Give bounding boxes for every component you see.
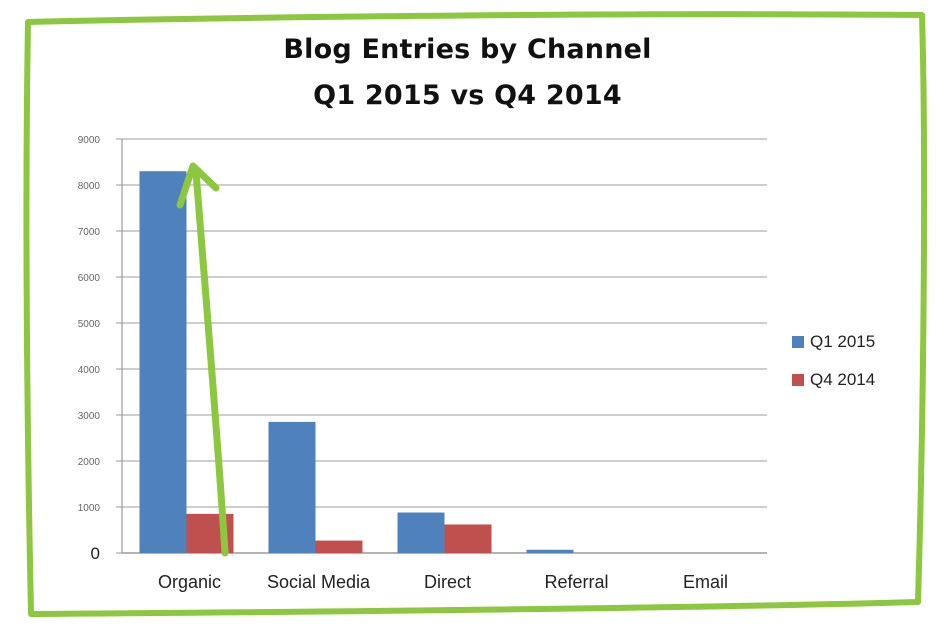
gridlines (116, 138, 767, 554)
x-tick-label: Organic (158, 572, 221, 592)
y-tick-label: 1000 (78, 503, 101, 514)
annotation-arrow (176, 162, 229, 557)
legend-item-q4-2014: Q4 2014 (792, 370, 875, 390)
bar-social-media-q4-2014 (315, 540, 363, 553)
x-tick-label: Social Media (267, 572, 371, 592)
bars (139, 171, 574, 553)
arrow-shaft (192, 168, 229, 557)
chart-title: Blog Entries by Channel (283, 34, 652, 65)
bar-organic-q1-2015 (139, 171, 187, 553)
bar-referral-q1-2015 (526, 549, 574, 553)
y-axis-ticks: 0 1000 2000 3000 4000 5000 6000 7000 8000 9000 (78, 135, 101, 563)
x-tick-label: Referral (544, 572, 608, 592)
arrow-head (176, 162, 220, 209)
y-tick-label: 4000 (78, 365, 101, 376)
x-axis-labels: Organic Social Media Direct Referral Email (158, 572, 728, 592)
frame-border (23, 11, 928, 617)
bar-social-media-q1-2015 (268, 421, 316, 553)
y-tick-label: 3000 (78, 411, 101, 422)
y-tick-label: 9000 (78, 135, 101, 146)
chart-subtitle: Q1 2015 vs Q4 2014 (313, 80, 622, 111)
legend-item-q1-2015: Q1 2015 (792, 332, 875, 352)
legend-label-q1-2015: Q1 2015 (810, 332, 876, 351)
legend-swatch-q1-2015 (792, 336, 804, 348)
y-tick-label: 7000 (78, 227, 101, 238)
y-tick-label: 5000 (78, 319, 101, 330)
x-tick-label: Direct (424, 572, 471, 592)
y-tick-label: 6000 (78, 273, 101, 284)
x-tick-label: Email (683, 572, 728, 592)
bar-direct-q4-2014 (444, 524, 492, 553)
y-tick-label: 8000 (78, 181, 101, 192)
y-tick-label: 0 (91, 544, 100, 563)
legend-swatch-q4-2014 (792, 374, 804, 386)
bar-direct-q1-2015 (397, 512, 445, 553)
legend-label-q4-2014: Q4 2014 (810, 370, 876, 389)
y-tick-label: 2000 (78, 457, 101, 468)
